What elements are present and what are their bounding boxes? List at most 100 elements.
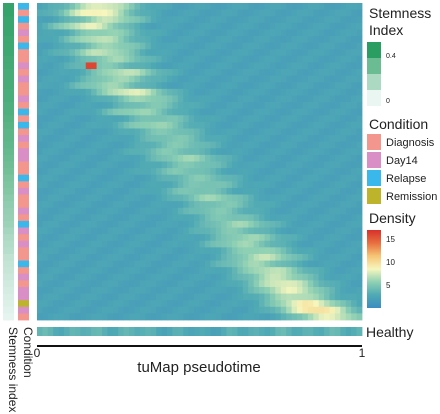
heatmap-cell	[85, 42, 92, 50]
heatmap-cell	[74, 240, 81, 248]
heatmap-cell	[259, 174, 265, 182]
heatmap-cell	[242, 141, 249, 149]
heatmap-cell	[172, 260, 179, 268]
heatmap-cell	[302, 227, 309, 235]
heatmap-cell	[53, 161, 60, 169]
stemness-cell	[3, 201, 14, 209]
heatmap-cell	[145, 36, 152, 44]
heatmap-cell	[318, 313, 325, 321]
heatmap-cell	[275, 293, 282, 301]
heatmap-cell	[345, 293, 352, 301]
healthy-cell	[183, 327, 190, 336]
heatmap-cell	[69, 306, 76, 314]
heatmap-cell	[156, 201, 162, 209]
heatmap-cell	[42, 187, 49, 195]
heatmap-cell	[194, 154, 200, 162]
heatmap-cell	[286, 273, 292, 281]
heatmap-cell	[53, 207, 60, 215]
heatmap-cell	[269, 300, 276, 308]
heatmap-cell	[199, 69, 206, 77]
heatmap-cell	[172, 240, 179, 248]
heatmap-cell	[237, 115, 244, 123]
condition-cell	[18, 121, 29, 129]
heatmap-cell	[74, 187, 81, 195]
heatmap-cell	[221, 102, 227, 110]
heatmap-cell	[118, 108, 125, 116]
stemness-cell	[3, 69, 14, 77]
heatmap-cell	[96, 253, 103, 261]
heatmap-cell	[80, 187, 87, 195]
heatmap-cell	[118, 148, 125, 156]
heatmap-cell	[237, 293, 244, 301]
heatmap-cell	[259, 161, 265, 169]
heatmap-cell	[237, 29, 244, 37]
heatmap-cell	[42, 181, 49, 189]
healthy-cell	[167, 327, 173, 336]
heatmap-cell	[307, 148, 314, 156]
heatmap-cell	[302, 121, 309, 129]
heatmap-cell	[242, 29, 249, 37]
heatmap-cell	[345, 42, 352, 50]
heatmap-cell	[69, 267, 76, 275]
heatmap-cell	[188, 247, 195, 255]
heatmap-cell	[139, 102, 146, 110]
heatmap-cell	[313, 280, 320, 288]
heatmap-cell	[302, 148, 309, 156]
heatmap-cell	[345, 253, 352, 261]
heatmap-cell	[85, 141, 92, 149]
heatmap-cell	[286, 62, 292, 70]
heatmap-cell	[286, 214, 292, 222]
heatmap-cell	[188, 273, 195, 281]
condition-cell	[18, 128, 29, 136]
heatmap-cell	[340, 121, 347, 129]
heatmap-cell	[161, 42, 168, 50]
heatmap-cell	[188, 128, 195, 136]
heatmap-cell	[248, 253, 255, 261]
heatmap-cell	[356, 260, 363, 268]
heatmap-cell	[324, 16, 330, 24]
heatmap-cell	[107, 121, 114, 129]
heatmap-cell	[204, 273, 211, 281]
heatmap-cell	[221, 306, 227, 314]
heatmap-cell	[345, 306, 352, 314]
heatmap-cell	[307, 313, 314, 321]
heatmap-cell	[264, 168, 271, 176]
heatmap-cell	[42, 273, 49, 281]
heatmap-cell	[69, 187, 76, 195]
heatmap-cell	[107, 187, 114, 195]
heatmap-cell	[150, 3, 157, 11]
heatmap-cell	[259, 260, 265, 268]
heatmap-cell	[215, 214, 222, 222]
heatmap-cell	[123, 161, 130, 169]
heatmap-cell	[177, 9, 184, 17]
heatmap-cell	[210, 22, 217, 30]
heatmap-cell	[324, 22, 330, 30]
heatmap-cell	[345, 194, 352, 202]
heatmap-cell	[226, 141, 233, 149]
heatmap-cell	[134, 194, 141, 202]
heatmap-cell	[329, 168, 336, 176]
heatmap-cell	[47, 313, 54, 321]
heatmap-cell	[112, 102, 119, 110]
heatmap-cell	[259, 267, 265, 275]
heatmap-cell	[313, 267, 320, 275]
heatmap-cell	[96, 148, 103, 156]
heatmap-cell	[85, 194, 92, 202]
heatmap-cell	[340, 69, 347, 77]
heatmap-cell	[334, 75, 341, 83]
heatmap-cell	[253, 201, 260, 209]
heatmap-cell	[64, 3, 70, 11]
heatmap-cell	[264, 115, 271, 123]
heatmap-cell	[102, 273, 108, 281]
heatmap-cell	[80, 102, 87, 110]
heatmap-cell	[47, 207, 54, 215]
heatmap-cell	[242, 220, 249, 228]
heatmap-cell	[188, 227, 195, 235]
heatmap-cell	[172, 293, 179, 301]
heatmap-cell	[123, 260, 130, 268]
heatmap-cell	[340, 260, 347, 268]
heatmap-cell	[324, 36, 330, 44]
heatmap-cell	[324, 253, 330, 261]
heatmap-cell	[318, 36, 325, 44]
heatmap-cell	[47, 253, 54, 261]
